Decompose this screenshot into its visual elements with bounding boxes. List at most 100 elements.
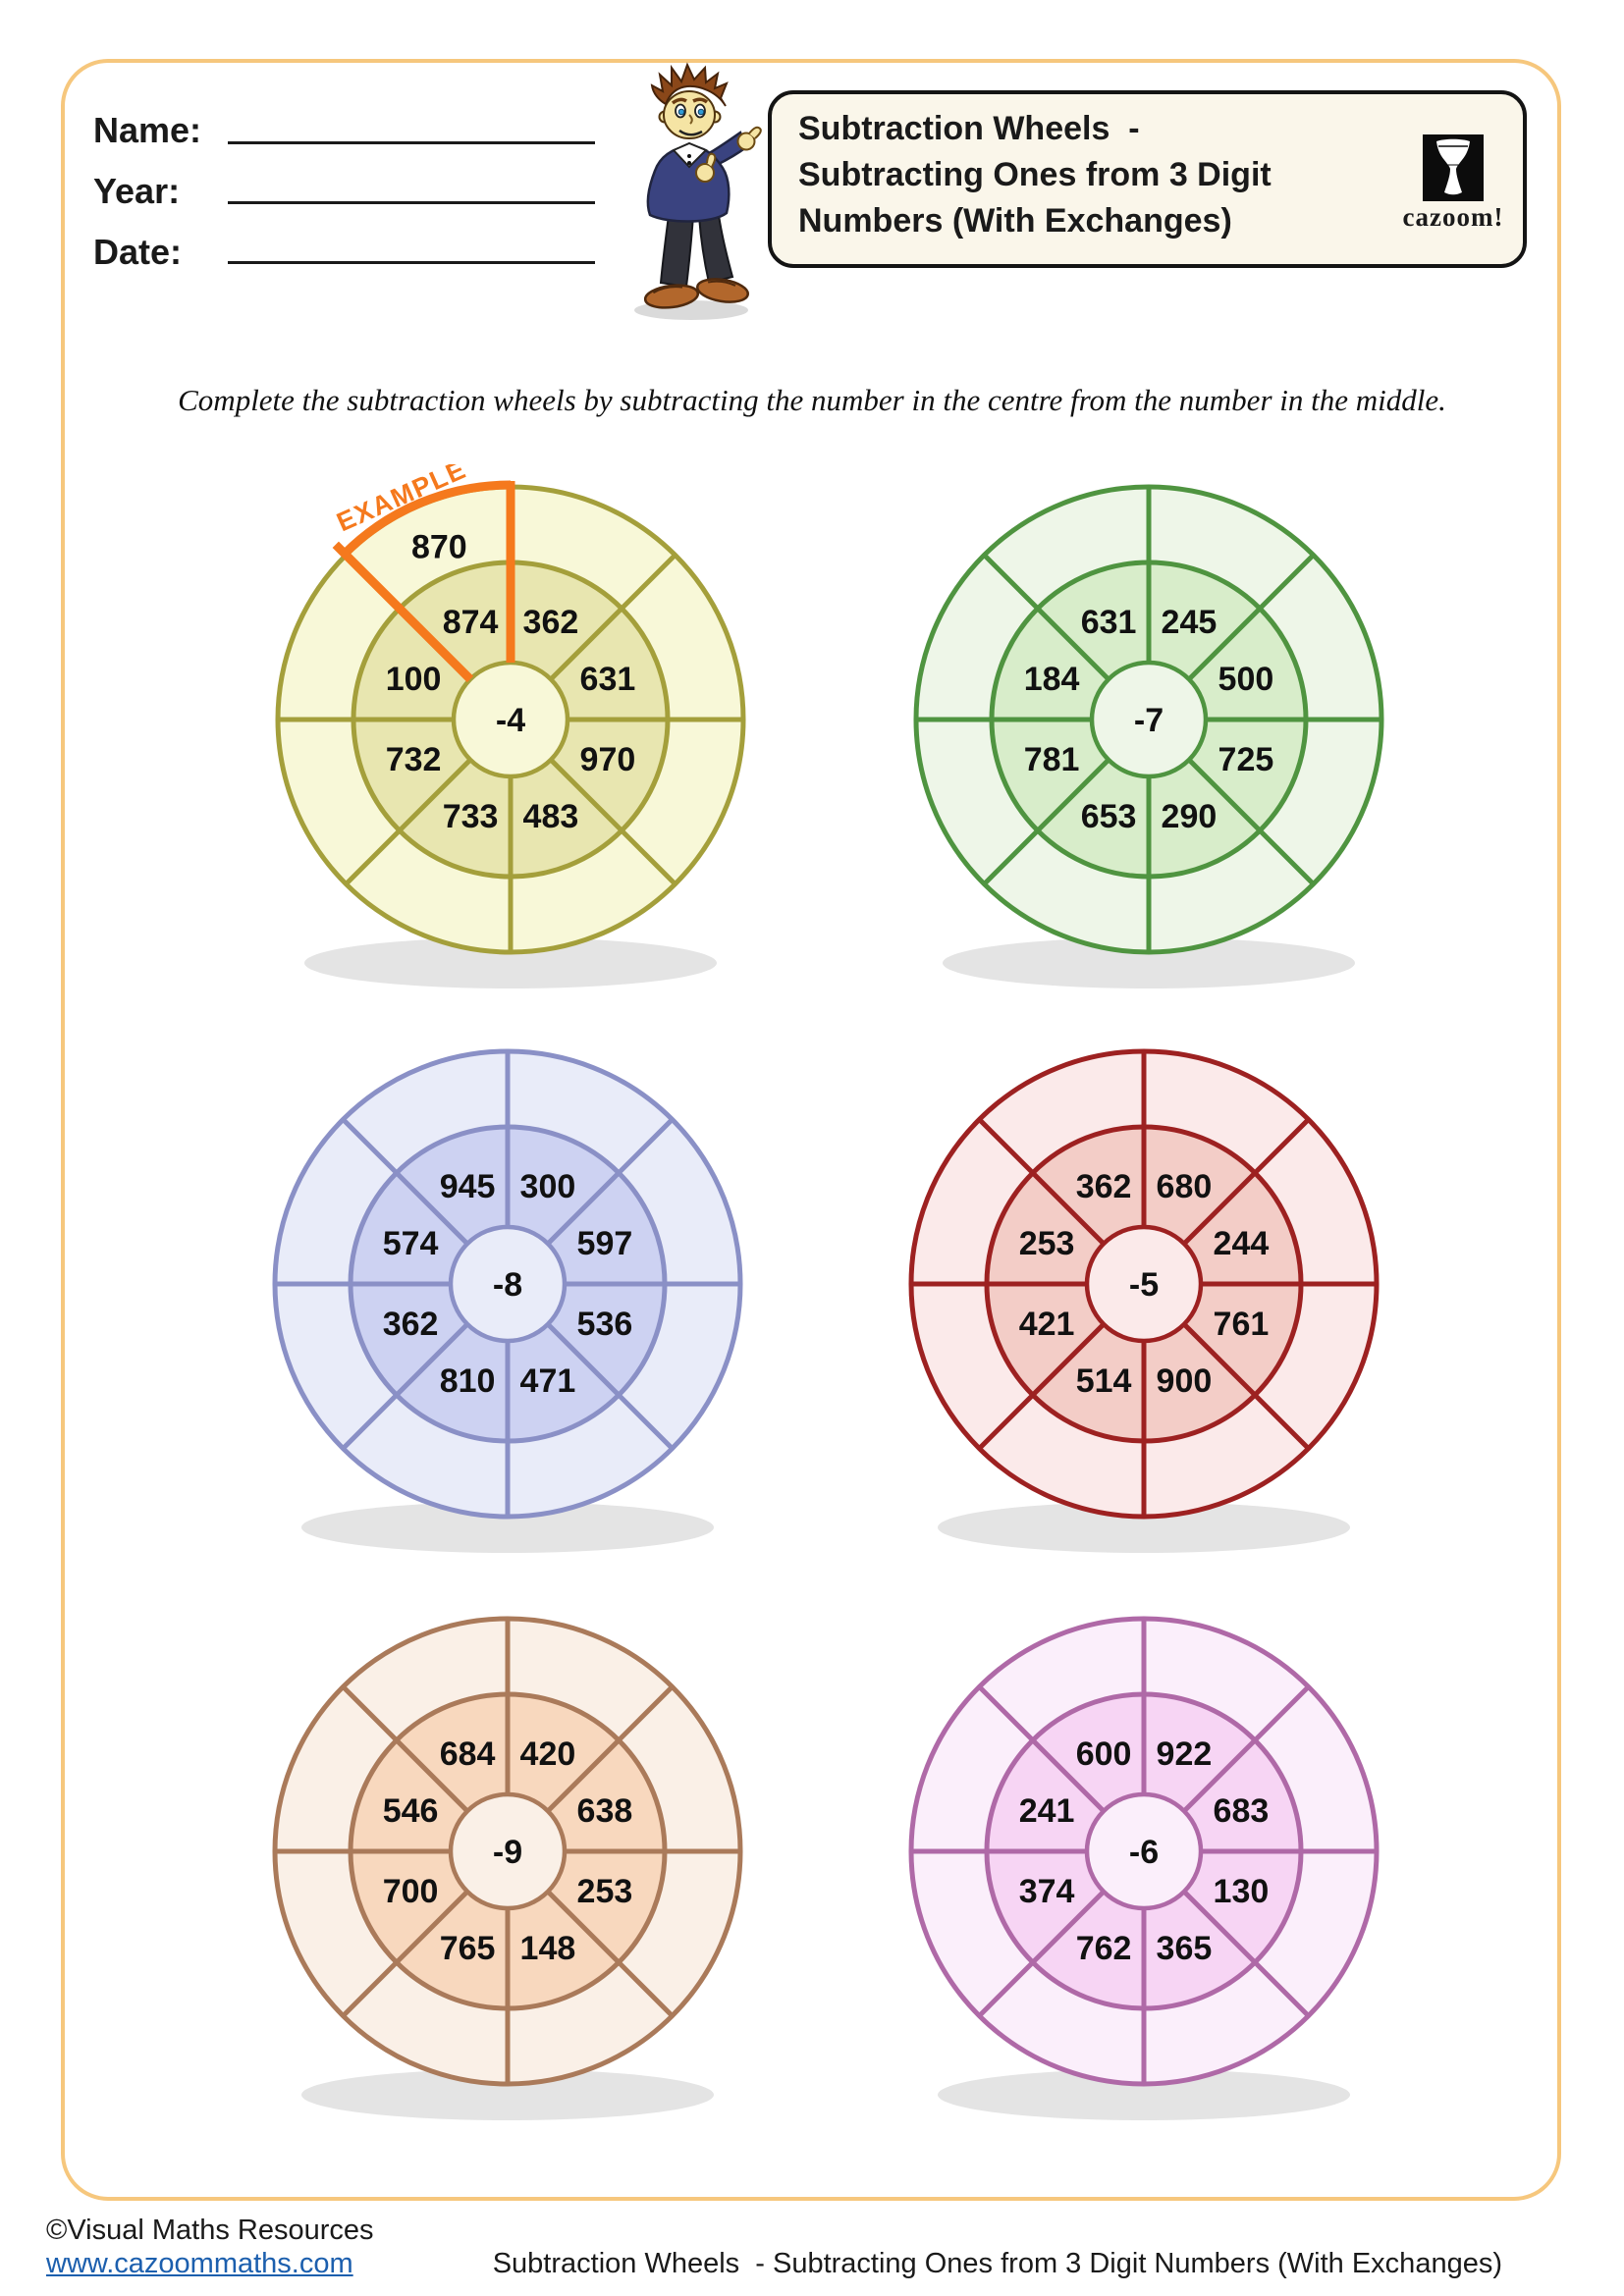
mascot-brow: [692, 97, 709, 104]
cazoommaths-link[interactable]: www.cazoommaths.com: [46, 2248, 353, 2279]
inner-ring-value: 684: [440, 1735, 496, 1773]
inner-ring-value: 765: [440, 1930, 496, 1967]
inner-ring-value: 253: [1019, 1225, 1075, 1262]
centre-circle: [1089, 660, 1209, 779]
sector-divider: [546, 1684, 675, 1813]
inner-ring-value: 680: [1157, 1168, 1213, 1205]
centre-value: -7: [1134, 702, 1164, 739]
centre-value: -5: [1129, 1266, 1159, 1304]
inner-ring-value: 362: [523, 604, 579, 641]
mascot-button: [687, 154, 691, 158]
example-arc: [341, 480, 512, 558]
sector-divider: [341, 1322, 469, 1451]
sector-divider: [1187, 553, 1316, 681]
year-label: Year:: [93, 171, 181, 211]
inner-ring-value: 653: [1081, 798, 1137, 835]
inner-ring-value: 184: [1024, 661, 1080, 698]
inner-ring-value: 420: [520, 1735, 576, 1773]
sector-divider: [341, 1117, 469, 1246]
mascot-brow: [671, 97, 687, 105]
sector-divider: [549, 758, 677, 886]
copyright-text: ©Visual Maths Resources: [46, 2215, 374, 2246]
centre-value: -6: [1129, 1834, 1159, 1871]
worksheet-title-line-3: Numbers (With Exchanges): [798, 202, 1232, 240]
name-line: [228, 141, 595, 144]
wheel-shadow: [304, 937, 717, 988]
inner-ring-value: 810: [440, 1362, 496, 1400]
mascot-nose: [688, 114, 693, 125]
mascot-iris: [697, 108, 705, 116]
sector-divider: [977, 1890, 1106, 2018]
inner-ring-value: 900: [1157, 1362, 1213, 1400]
wheel-shadow: [938, 1502, 1350, 1553]
title-box: Subtraction Wheels - Subtracting Ones fr…: [768, 90, 1527, 268]
inner-ring-value: 546: [383, 1792, 439, 1830]
sector-divider: [977, 1117, 1106, 1246]
inner-ring-value: 365: [1157, 1930, 1213, 1967]
inner-ring-value: 574: [383, 1225, 439, 1262]
inner-ring-value: 290: [1162, 798, 1218, 835]
cazoom-wordmark: cazoom!: [1402, 202, 1504, 232]
sector-divider: [546, 1890, 675, 2018]
inner-ring-value: 148: [520, 1930, 576, 1967]
example-answer: 870: [411, 529, 467, 566]
mascot-shoe: [696, 278, 749, 303]
wheel-shadow: [301, 2069, 714, 2120]
sector-divider: [546, 1117, 675, 1246]
mascot-hand: [736, 132, 756, 151]
centre-value: -4: [496, 702, 525, 739]
inner-ring-value: 536: [577, 1306, 633, 1343]
inner-ring-value: 874: [443, 604, 499, 641]
inner-ring-value: 500: [1218, 661, 1274, 698]
centre-value: -8: [493, 1266, 522, 1304]
wheel-shadow: [943, 937, 1355, 988]
worksheet-title-line-2: Subtracting Ones from 3 Digit: [798, 156, 1272, 193]
inner-ring-value: 483: [523, 798, 579, 835]
inner-ring-value: 700: [383, 1873, 439, 1910]
inner-ring-value: 244: [1214, 1225, 1270, 1262]
name-label: Name:: [93, 110, 202, 150]
inner-ring-value: 631: [580, 661, 636, 698]
centre-circle: [448, 1224, 568, 1344]
mascot-thumb: [706, 152, 717, 168]
mascot-fist: [695, 163, 715, 183]
inner-ring-value: 130: [1214, 1873, 1270, 1910]
inner-ring-value: 725: [1218, 741, 1274, 778]
footer-doc-title: Subtraction Wheels - Subtracting Ones fr…: [492, 2248, 1502, 2279]
inner-ring-value: 683: [1214, 1792, 1270, 1830]
date-label: Date:: [93, 232, 183, 272]
cazoom-logo: [1423, 134, 1484, 201]
sector-divider: [977, 1322, 1106, 1451]
sector-divider: [341, 1890, 469, 2018]
inner-ring-value: 245: [1162, 604, 1218, 641]
inner-ring-value: 733: [443, 798, 499, 835]
mascot-mouth: [678, 129, 703, 136]
inner-ring-value: 100: [386, 661, 442, 698]
instruction-text: Complete the subtraction wheels by subtr…: [178, 383, 1446, 417]
inner-ring-value: 300: [520, 1168, 576, 1205]
inner-ring-value: 732: [386, 741, 442, 778]
sector-divider: [982, 553, 1110, 681]
mascot-leg: [697, 206, 734, 285]
centre-circle: [1084, 1224, 1204, 1344]
inner-ring-value: 421: [1019, 1306, 1075, 1343]
mascot-hair: [650, 62, 729, 107]
inner-ring-value: 922: [1157, 1735, 1213, 1773]
sector-divider: [1182, 1684, 1311, 1813]
sector-divider: [1187, 758, 1316, 886]
worksheet-border: [61, 59, 1561, 2201]
mascot-iris: [677, 108, 685, 116]
inner-ring-value: 761: [1214, 1306, 1270, 1343]
inner-ring-value: 514: [1076, 1362, 1132, 1400]
mascot-shoe: [643, 284, 700, 309]
sector-divider: [1182, 1322, 1311, 1451]
inner-ring-value: 945: [440, 1168, 496, 1205]
wheel-shadow: [301, 1502, 714, 1553]
sector-divider: [546, 1322, 675, 1451]
centre-circle: [448, 1791, 568, 1911]
